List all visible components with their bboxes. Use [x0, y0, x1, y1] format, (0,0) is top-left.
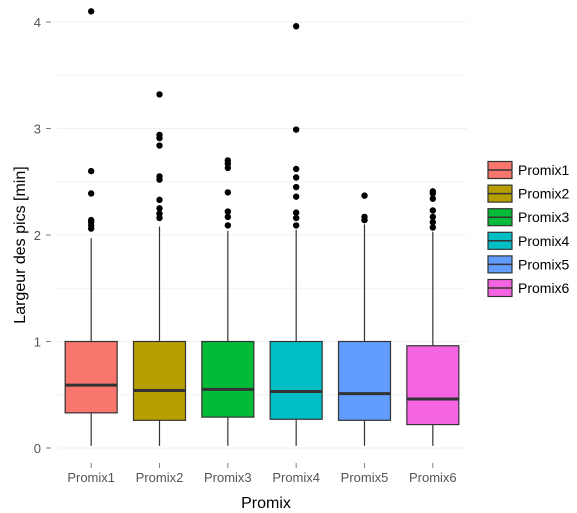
- box-group: [132, 91, 187, 446]
- x-axis: Promix1 Promix2 Promix3 Promix4 Promix5 Promi…: [67, 463, 457, 485]
- outlier-point: [224, 222, 232, 229]
- box-group: [406, 188, 460, 446]
- legend-label: Promix3: [518, 209, 570, 225]
- box: [132, 340, 187, 421]
- boxes: [64, 8, 460, 446]
- box-group: [269, 23, 323, 446]
- outlier-point: [429, 219, 437, 226]
- outlier-point: [292, 209, 300, 216]
- y-tick-label: 2: [34, 228, 41, 243]
- y-axis: 0 1 2 3 4: [34, 15, 51, 456]
- outlier-point: [87, 190, 95, 197]
- box-group: [64, 8, 118, 446]
- box: [201, 340, 255, 418]
- box: [337, 340, 392, 421]
- outlier-point: [156, 210, 163, 217]
- legend-label: Promix1: [518, 162, 570, 178]
- outlier-point: [224, 213, 232, 221]
- outlier-point: [156, 196, 163, 204]
- x-tick-label: Promix2: [136, 470, 184, 485]
- outlier-point: [292, 193, 300, 200]
- box-group: [337, 192, 392, 446]
- outlier-point: [292, 214, 300, 222]
- outlier-point: [292, 23, 300, 30]
- x-axis-title: Promix: [241, 495, 291, 512]
- y-axis-title: Largeur des pics [min]: [12, 166, 29, 323]
- outlier-point: [429, 224, 437, 231]
- outlier-point: [87, 216, 95, 224]
- outlier-point: [292, 126, 300, 133]
- outlier-point: [156, 173, 163, 180]
- x-tick-label: Promix1: [67, 470, 115, 485]
- y-tick-label: 1: [34, 335, 41, 350]
- outlier-point: [429, 207, 437, 214]
- outlier-point: [361, 213, 368, 221]
- legend-label: Promix2: [518, 186, 570, 202]
- x-tick-label: Promix3: [204, 470, 252, 485]
- outlier-point: [292, 165, 300, 173]
- outlier-point: [224, 189, 232, 196]
- legend: Promix1 Promix2 Promix3 Promix4 Promix5 Promi…: [487, 160, 570, 298]
- legend-label: Promix5: [518, 256, 570, 272]
- grid-lines: [57, 21, 467, 449]
- outlier-point: [292, 222, 300, 229]
- outlier-point: [156, 91, 163, 98]
- x-tick-label: Promix5: [341, 470, 389, 485]
- legend-label: Promix6: [518, 280, 570, 296]
- outlier-point: [292, 183, 300, 191]
- y-tick-label: 0: [34, 441, 41, 456]
- box: [269, 340, 323, 420]
- outlier-point: [156, 142, 163, 149]
- x-tick-label: Promix4: [272, 470, 320, 485]
- outlier-point: [224, 208, 232, 215]
- outlier-point: [156, 131, 163, 139]
- outlier-point: [87, 167, 95, 175]
- outlier-point: [156, 205, 163, 212]
- box: [406, 345, 460, 426]
- y-tick-label: 4: [34, 15, 41, 30]
- y-tick-label: 3: [34, 122, 41, 137]
- box-group: [201, 157, 255, 446]
- outlier-point: [429, 195, 437, 202]
- outlier-point: [429, 213, 437, 221]
- x-tick-label: Promix6: [409, 470, 457, 485]
- outlier-point: [224, 157, 232, 164]
- legend-label: Promix4: [518, 233, 570, 249]
- outlier-point: [361, 192, 368, 199]
- outlier-point: [429, 188, 437, 195]
- outlier-point: [87, 8, 95, 15]
- box: [64, 340, 118, 414]
- outlier-point: [292, 174, 300, 181]
